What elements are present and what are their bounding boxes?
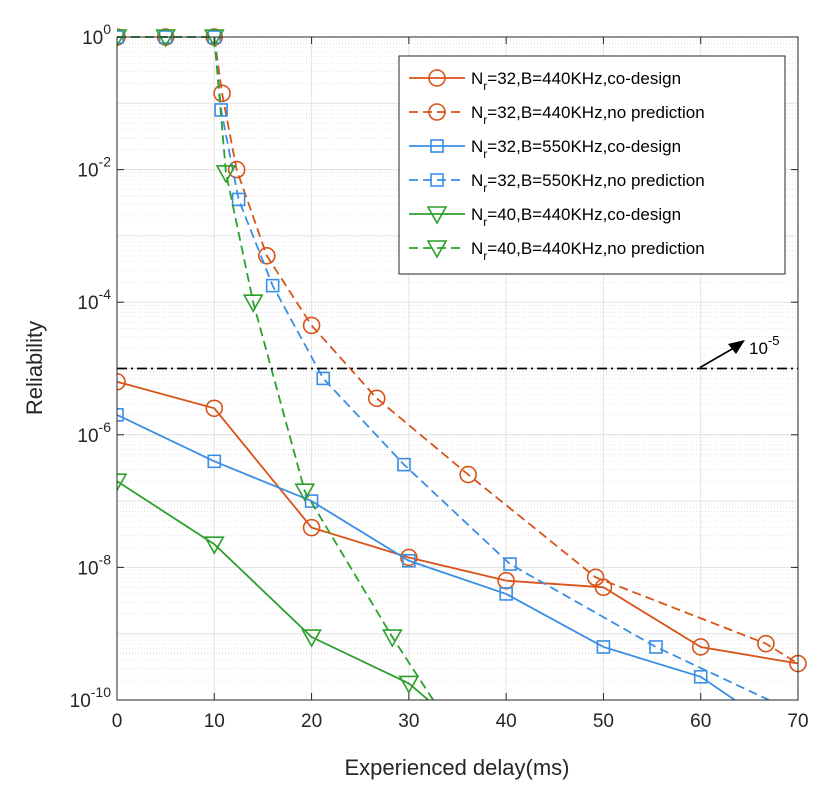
x-tick-label: 40 [496, 711, 517, 732]
x-tick-label: 20 [301, 711, 322, 732]
x-axis-label: Experienced delay(ms) [345, 755, 570, 780]
reliability-chart: 10-5 0 10 20 30 40 50 60 7010-1010-810-610-410-… [0, 0, 830, 802]
x-tick-label: 10 [204, 711, 225, 732]
x-tick-label: 30 [398, 711, 419, 732]
y-axis-label: Reliability [22, 321, 47, 415]
legend: Nr=32,B=440KHz,co-designNr=32,B=440KHz,n… [399, 56, 785, 274]
x-tick-label: 60 [690, 711, 711, 732]
x-tick-label: 50 [593, 711, 614, 732]
x-tick-label: 70 [787, 711, 808, 732]
x-tick-label: 0 [112, 711, 123, 732]
